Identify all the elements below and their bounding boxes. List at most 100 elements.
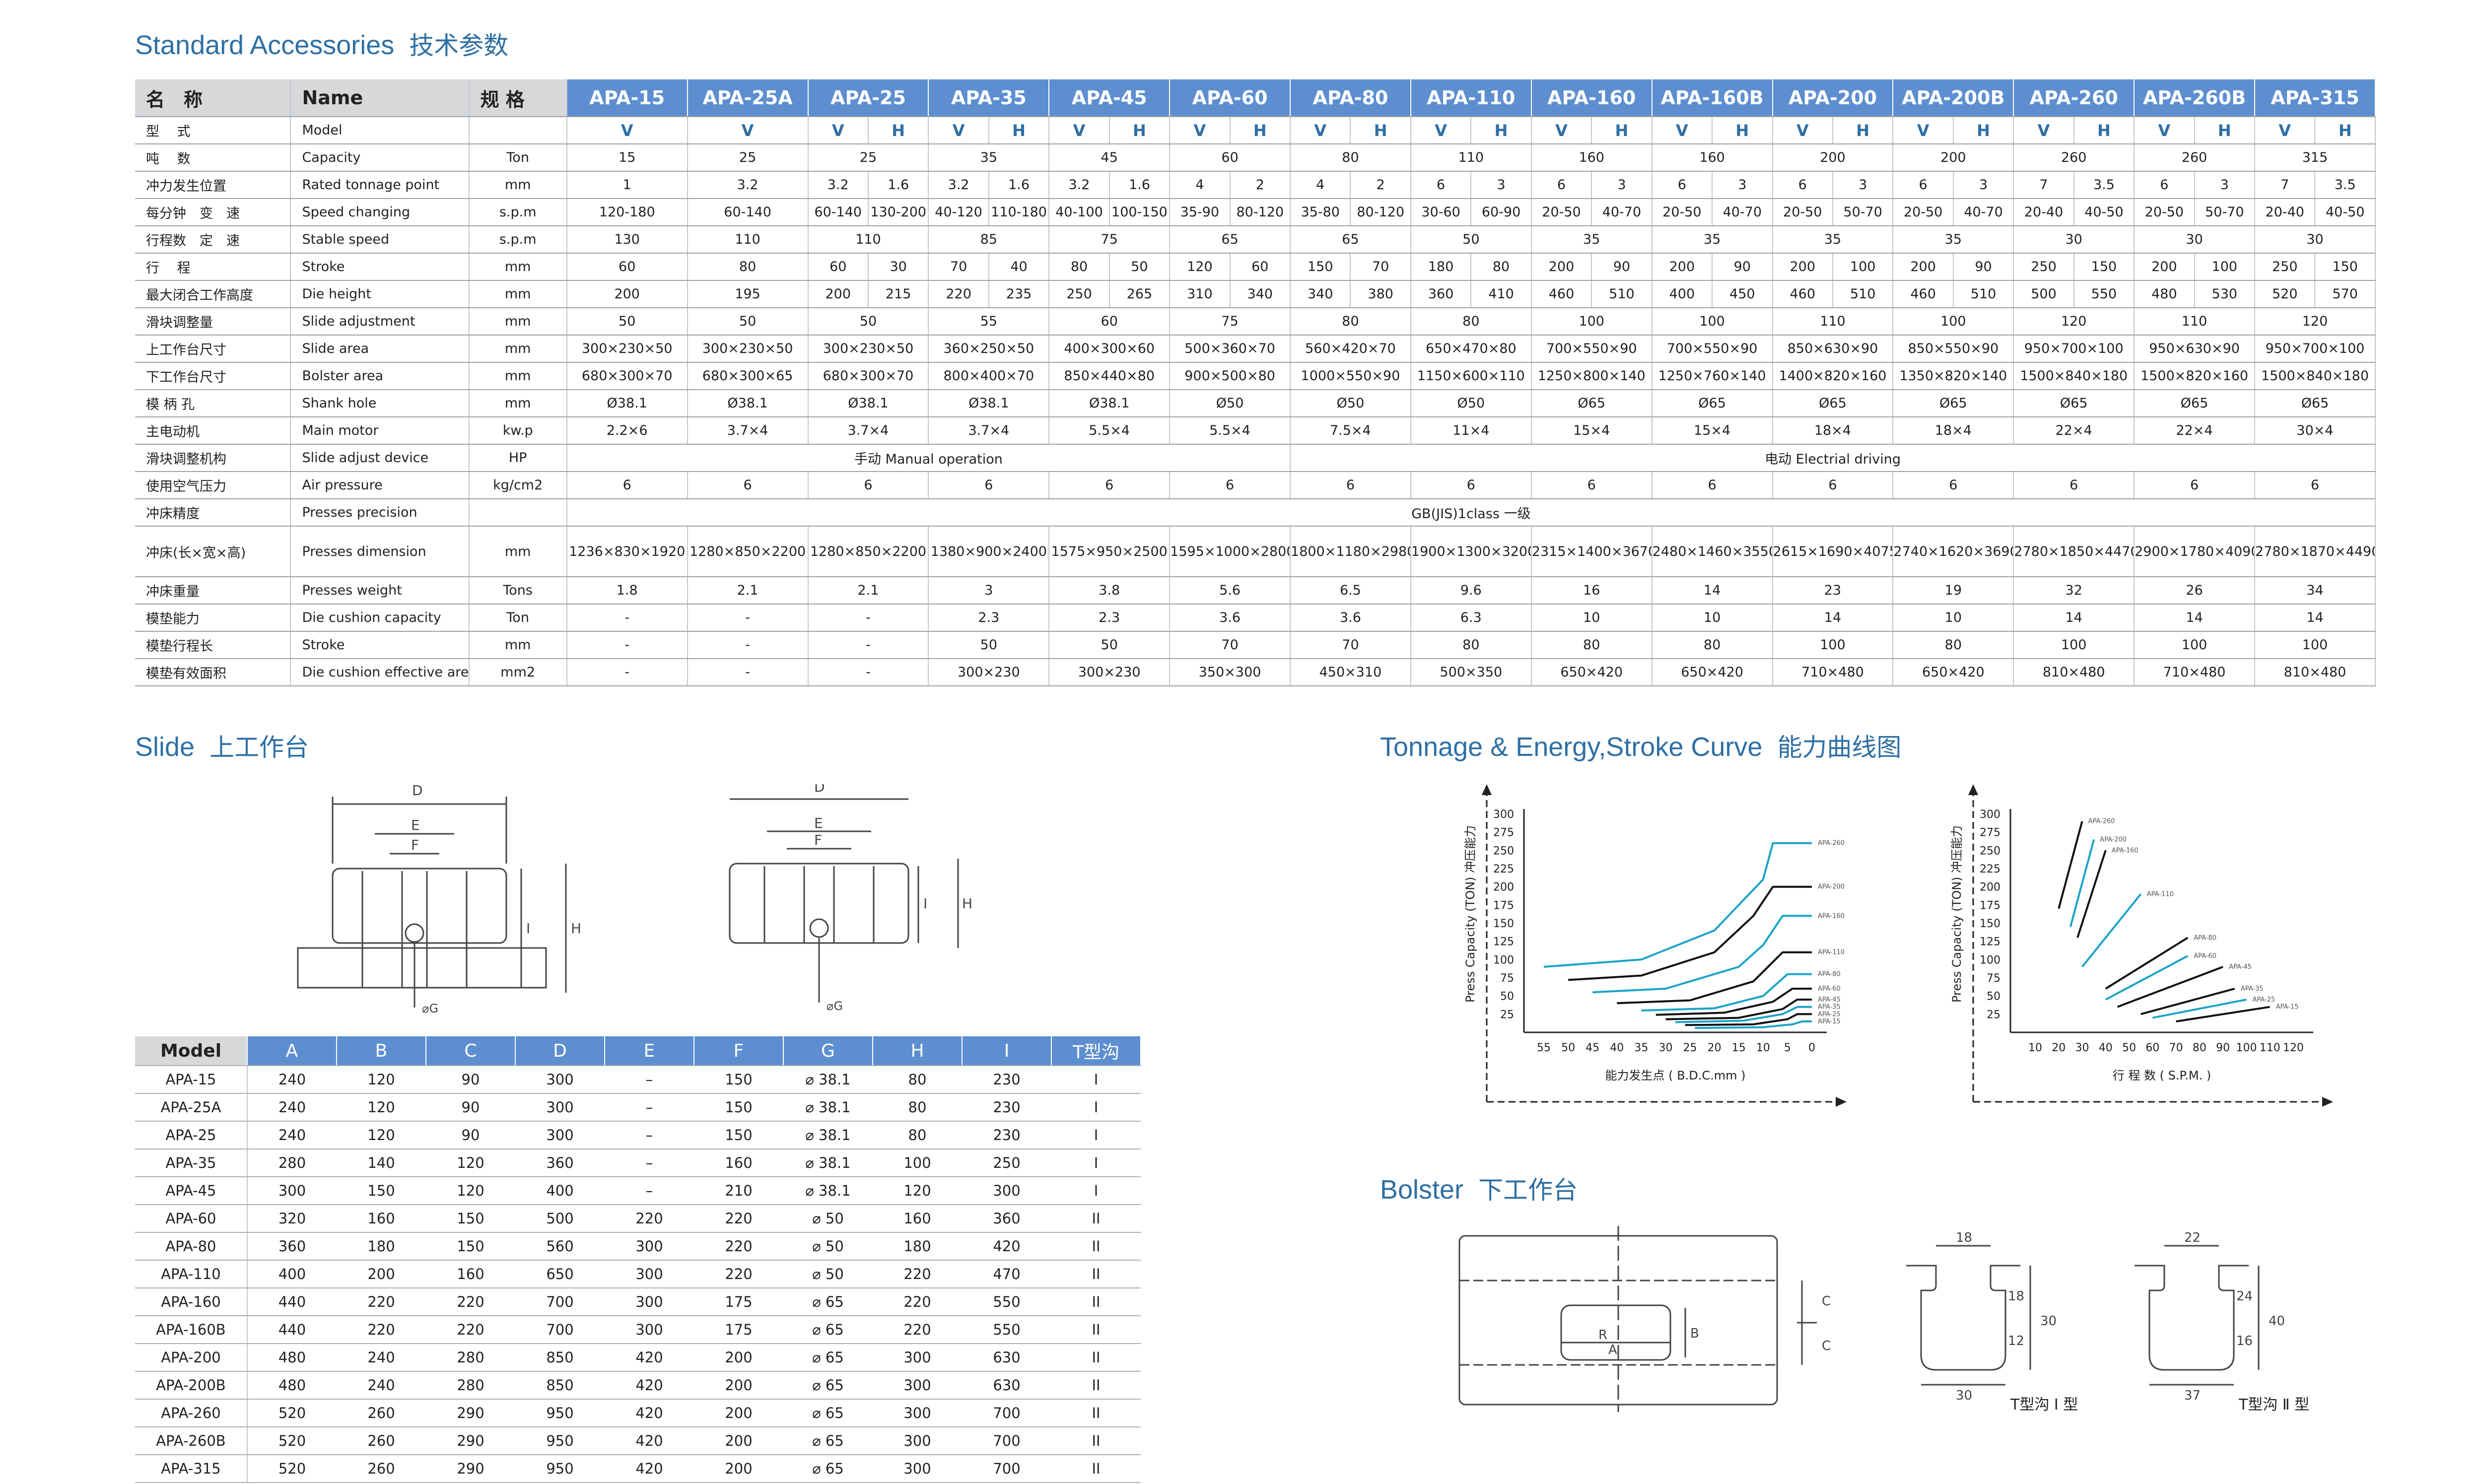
- x-tick-label: 120: [2283, 1042, 2304, 1054]
- series-label: APA-15: [2276, 1004, 2299, 1011]
- x-tick-label: 10: [2028, 1042, 2042, 1054]
- spec-cell: -: [566, 604, 688, 632]
- spec-cell: 310: [1170, 280, 1231, 308]
- slide-table-cell: 560: [515, 1232, 605, 1261]
- x-tick-label: 55: [1537, 1042, 1551, 1054]
- spec-cell: 120-180: [566, 199, 688, 226]
- spec-cell: 1.6: [868, 171, 929, 199]
- spec-row: 冲床(长×宽×高) Presses dimension mm 1236×830×192…: [135, 526, 2376, 577]
- spec-cell: 50-70: [1832, 199, 1894, 226]
- table-row: APA-25A 240 120 90 300–150 ⌀ 38.1 80 230 I: [135, 1093, 1141, 1122]
- spec-cell: 950×700×100: [2255, 335, 2376, 363]
- spec-cell: 1380×900×2400: [928, 526, 1050, 577]
- slide-table-cell: ⌀ 50: [783, 1260, 873, 1288]
- spec-cell: 3.2: [687, 171, 809, 199]
- spec-row-name: Speed changing: [290, 199, 470, 226]
- slide-table-cell: 850: [515, 1371, 605, 1400]
- slide-table-cell: APA-260: [135, 1399, 248, 1427]
- x-tick-label: 0: [1808, 1042, 1815, 1054]
- spec-cell: 100: [1893, 308, 2014, 336]
- spec-cell: 14: [1652, 577, 1773, 605]
- spec-cell: 700×550×90: [1652, 335, 1773, 363]
- bolster-title: Bolster 下工作台: [1380, 1175, 1578, 1205]
- dim-f2-label: F: [814, 832, 822, 848]
- series-line-apa-160: [2076, 850, 2107, 938]
- series-line-apa-80: [2105, 937, 2189, 990]
- y-tick-label: 150: [1980, 918, 2000, 930]
- slide-table-header-cell: D: [515, 1036, 605, 1066]
- slide-table-cell: 120: [337, 1093, 426, 1122]
- spec-cell: 40-50: [2073, 199, 2135, 226]
- slide-table-cell: 220: [873, 1316, 962, 1344]
- slide-table-cell: ⌀ 65: [783, 1316, 873, 1344]
- spec-model-header: APA-260: [2013, 79, 2135, 117]
- spec-cell: 1500×840×180: [2013, 362, 2135, 390]
- series-label: APA-25: [1818, 1011, 1841, 1018]
- spec-model-header: APA-200: [1772, 79, 1894, 117]
- spec-cell: 6: [2013, 472, 2135, 499]
- x-tick-label: 80: [2193, 1042, 2206, 1054]
- spec-cell: Ø38.1: [928, 390, 1050, 417]
- spec-row-cn: 行 程: [135, 253, 291, 281]
- slide-table-cell: 400: [515, 1177, 605, 1205]
- spec-cell: 3: [2194, 171, 2256, 199]
- spec-row: 冲床重量 Presses weight Tons 1.8 2.1 2.1 3 3.8 5.6 6.…: [135, 577, 2376, 605]
- spec-cell: 20-40: [2013, 199, 2074, 226]
- slide-table-cell: 290: [426, 1455, 515, 1483]
- spec-cell: 80: [1410, 308, 1532, 336]
- spec-cell: 1595×1000×2800: [1170, 526, 1291, 577]
- spec-cell: 510: [1953, 280, 2014, 308]
- spec-cell: 510: [1591, 280, 1653, 308]
- spec-cell: 26: [2134, 577, 2256, 605]
- spec-row-cn: 模垫能力: [135, 604, 291, 632]
- spec-row-name: Capacity: [290, 144, 470, 172]
- slide-table-cell: APA-35: [135, 1149, 248, 1177]
- spec-cell: 34: [2255, 577, 2376, 605]
- spec-cell: 150: [2315, 253, 2376, 281]
- slide-table-cell: 90: [426, 1093, 515, 1122]
- spec-cell: 15×4: [1652, 417, 1773, 445]
- spec-cell: 7: [2255, 171, 2316, 199]
- spec-cell: 23: [1772, 577, 1894, 605]
- table-row: APA-35 280 140 120 360–160 ⌀ 38.1 100 250 I: [135, 1149, 1141, 1177]
- spec-header-row: 名 称 Name 规 格 APA-15 APA-25A APA-25 APA-35 APA-4…: [135, 79, 2376, 117]
- spec-cell: 80: [1290, 308, 1411, 336]
- spec-cell: 7.5×4: [1290, 417, 1411, 445]
- spec-cell: 2.3: [1049, 604, 1171, 632]
- slide-table-cell: 220: [873, 1288, 962, 1316]
- spec-cell: 20-50: [1531, 199, 1592, 226]
- spec-cell: 700×550×90: [1531, 335, 1653, 363]
- dim-g2-label: ⌀G: [827, 999, 843, 1013]
- slide-table-cell: 240: [247, 1121, 337, 1149]
- slide-table-cell: 300: [605, 1260, 694, 1288]
- spec-cell: 150: [2073, 253, 2135, 281]
- spec-cell: 100: [1531, 308, 1653, 336]
- spec-cell: 650×420: [1652, 659, 1773, 686]
- spec-cell: 75: [1049, 226, 1171, 254]
- series-label: APA-160: [1818, 912, 1845, 920]
- spec-header-name: Name: [290, 79, 470, 117]
- spec-cell: 200: [566, 280, 688, 308]
- spec-cell: 60: [566, 253, 688, 281]
- spec-cell: 2.3: [928, 604, 1050, 632]
- spec-row: 模垫能力 Die cushion capacity Ton - - -2.3 2.3 3.6 3…: [135, 604, 2376, 632]
- spec-cell: 460: [1772, 280, 1833, 308]
- slide-table-cell: 300: [962, 1177, 1051, 1205]
- series-line-apa-260: [2058, 821, 2083, 909]
- spec-cell: 80-120: [1350, 199, 1411, 226]
- slide-table-cell: 290: [426, 1399, 515, 1427]
- spec-row-cn: 吨 数: [135, 144, 291, 172]
- spec-row: 上工作台尺寸 Slide area mm 300×230×50 300×230×50 30…: [135, 335, 2376, 363]
- slide-table-cell: 440: [247, 1288, 337, 1316]
- spec-cell: 520: [2255, 280, 2316, 308]
- spec-cell: 14: [1772, 604, 1894, 632]
- slide-table-cell: APA-160: [135, 1288, 248, 1316]
- slide-table-cell: APA-15: [135, 1066, 248, 1094]
- spec-cell: 500×350: [1410, 659, 1532, 686]
- x-tick-label: 40: [2099, 1042, 2113, 1054]
- spec-row-name: Stable speed: [290, 226, 470, 254]
- spec-cell: 3.7×4: [808, 417, 929, 445]
- spec-cell: Ø65: [2013, 390, 2135, 417]
- spec-row-cn: 每分钟 变 速: [135, 199, 291, 226]
- spec-cell: Ø65: [1772, 390, 1894, 417]
